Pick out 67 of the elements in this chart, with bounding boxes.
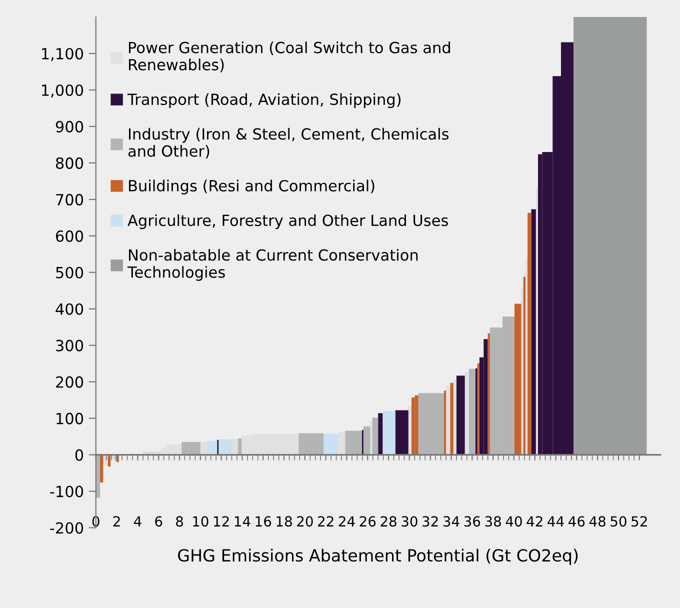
x-tick-label: 16 bbox=[256, 516, 272, 527]
bar bbox=[412, 398, 415, 455]
x-tick-label: 24 bbox=[338, 516, 355, 526]
y-tick-label: 500 bbox=[56, 266, 84, 278]
y-tick-label: -200 bbox=[50, 522, 84, 534]
x-tick-label: 44 bbox=[548, 516, 564, 526]
y-tick-label: 1,000 bbox=[42, 84, 84, 98]
y-tick-label: 1,100 bbox=[42, 48, 84, 62]
bar bbox=[531, 209, 536, 455]
legend-label: Non-abatable at Current Conservation Technologies bbox=[127, 248, 418, 281]
x-tick-label: 26 bbox=[360, 516, 376, 527]
legend-label: Power Generation (Coal Switch to Gas and Renewables) bbox=[128, 42, 450, 72]
y-tick-label: 600 bbox=[56, 230, 84, 242]
legend-label: Transport (Road, Aviation, Shipping) bbox=[127, 93, 401, 108]
x-tick-label: 20 bbox=[297, 516, 313, 527]
bar bbox=[103, 454, 108, 466]
legend-label: Agriculture, Forestry and Other Land Uses bbox=[128, 214, 448, 230]
y-tick-label: 0 bbox=[75, 449, 84, 461]
y-tick-label: 900 bbox=[56, 120, 84, 132]
x-tick-label: 6 bbox=[155, 516, 162, 527]
x-tick-label: 48 bbox=[589, 516, 606, 527]
x-axis-title: GHG Emissions Abatement Potential (Gt CO2eq) bbox=[178, 548, 578, 565]
y-tick-label: 800 bbox=[56, 157, 84, 169]
x-tick-label: 14 bbox=[234, 516, 250, 526]
y-tick-label: -100 bbox=[50, 486, 84, 498]
bar bbox=[453, 380, 456, 455]
bar bbox=[378, 413, 383, 455]
y-tick-label: 300 bbox=[56, 340, 84, 352]
y-tick-label: 700 bbox=[56, 194, 84, 206]
x-tick-label: 22 bbox=[318, 516, 334, 526]
x-tick-label: 50 bbox=[610, 516, 626, 527]
legend-label: Buildings (Resi and Commercial) bbox=[128, 180, 374, 194]
x-tick-label: 0 bbox=[92, 516, 100, 527]
y-tick-label: 400 bbox=[56, 303, 84, 315]
x-tick-label: 38 bbox=[485, 516, 501, 527]
bar bbox=[523, 276, 526, 455]
bar bbox=[477, 363, 480, 455]
x-tick-label: 18 bbox=[276, 516, 292, 527]
x-tick-label: 2 bbox=[113, 516, 120, 526]
bar bbox=[382, 411, 396, 455]
y-tick-label: 200 bbox=[56, 376, 84, 388]
x-tick-label: 46 bbox=[568, 516, 585, 527]
legend-label: Industry (Iron & Steel, Cement, Chemicals and Other) bbox=[128, 128, 449, 159]
y-tick-label: 100 bbox=[56, 412, 84, 424]
bar bbox=[450, 382, 454, 455]
x-tick-label: 34 bbox=[443, 516, 460, 527]
bar bbox=[108, 454, 111, 466]
bar bbox=[528, 212, 532, 455]
bar bbox=[488, 333, 490, 455]
x-tick-label: 40 bbox=[506, 516, 522, 527]
bar bbox=[444, 390, 446, 455]
bar bbox=[408, 406, 412, 455]
x-tick-label: 12 bbox=[214, 516, 229, 526]
x-tick-label: 4 bbox=[134, 516, 142, 526]
bar bbox=[446, 385, 450, 455]
bar bbox=[414, 395, 418, 455]
bar bbox=[574, 17, 647, 455]
x-tick-label: 30 bbox=[402, 516, 418, 527]
x-tick-label: 8 bbox=[176, 516, 183, 527]
x-tick-label: 28 bbox=[380, 516, 396, 527]
x-tick-label: 36 bbox=[464, 516, 480, 527]
x-tick-label: 42 bbox=[526, 516, 542, 526]
x-tick-label: 52 bbox=[632, 516, 647, 527]
x-tick-label: 10 bbox=[193, 516, 208, 527]
bar bbox=[464, 372, 470, 455]
x-tick-label: 32 bbox=[422, 516, 438, 527]
bar bbox=[484, 339, 488, 455]
